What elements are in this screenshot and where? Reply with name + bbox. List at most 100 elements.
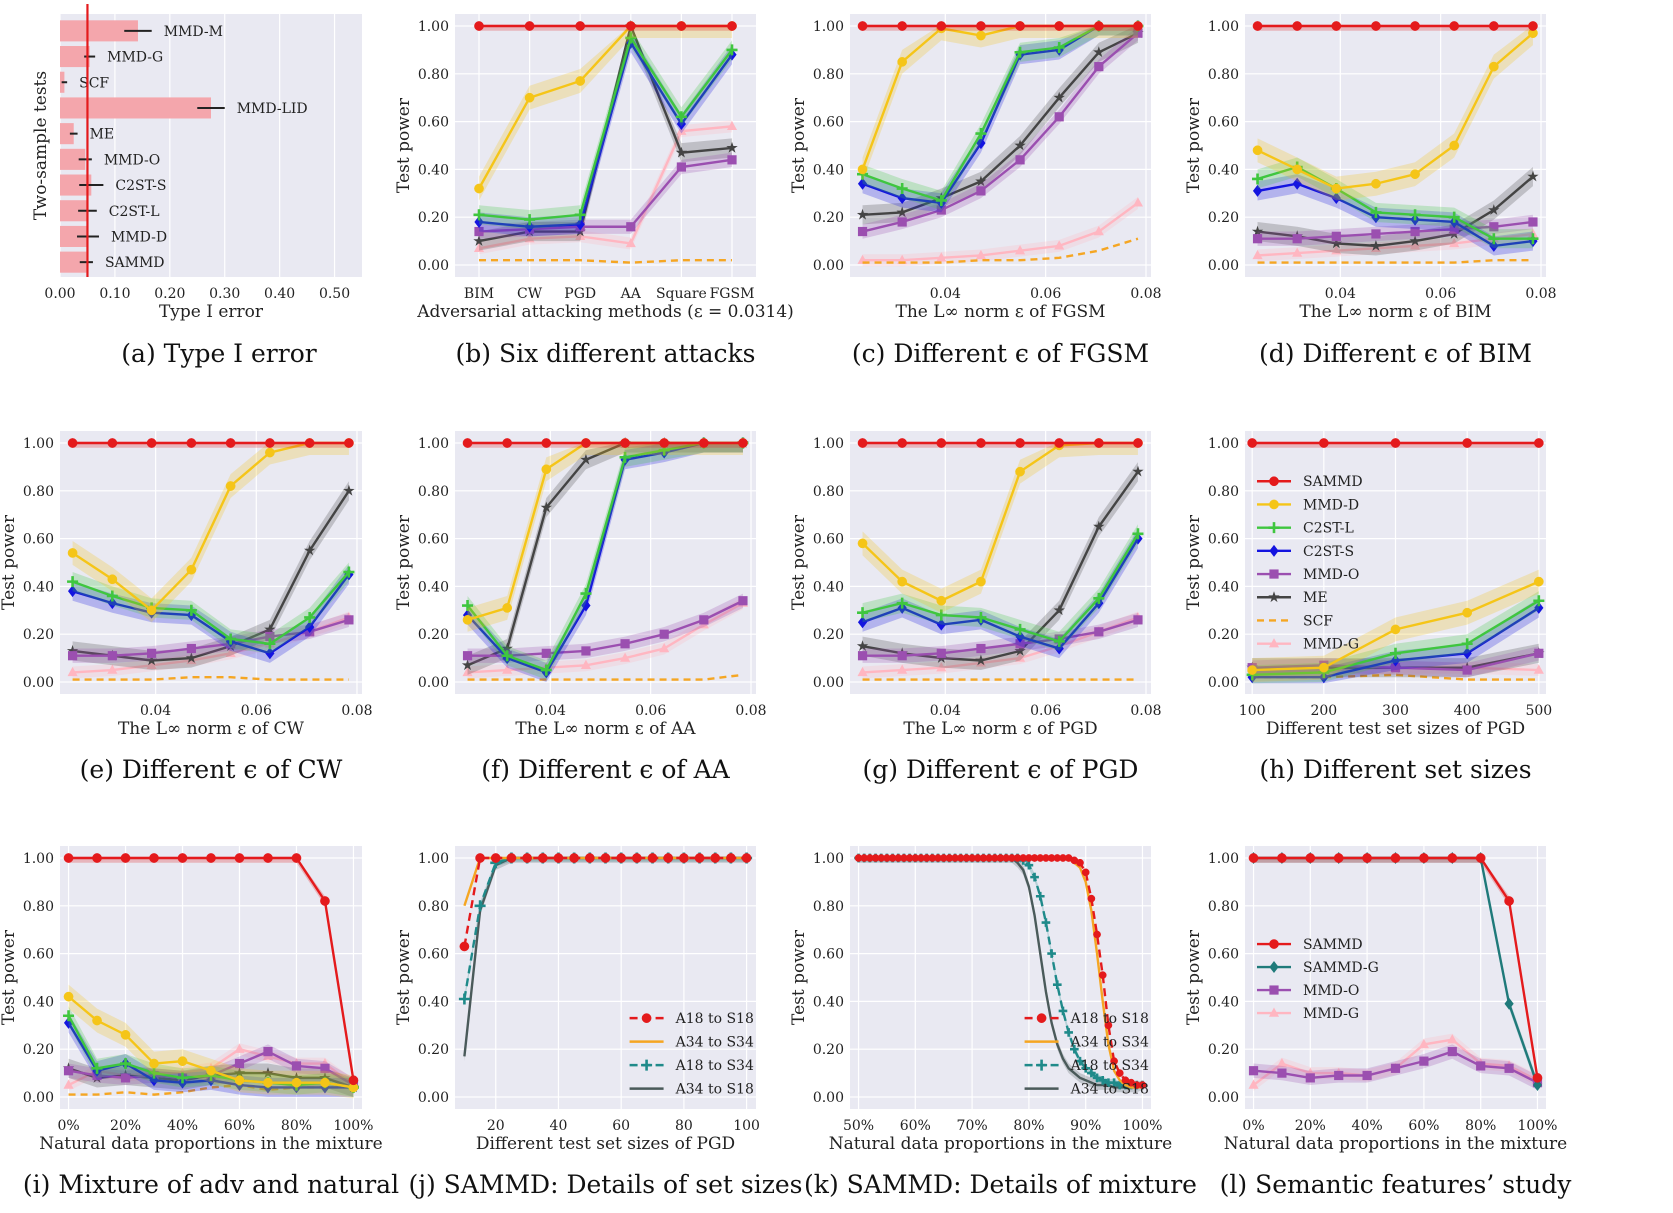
data-point <box>348 1075 359 1086</box>
series-me <box>856 24 1144 225</box>
data-point <box>1333 853 1344 863</box>
legend-label: SAMMD-G <box>1303 960 1379 976</box>
x-axis-label: The L∞ norm ε of BIM <box>1299 302 1491 322</box>
data-point <box>291 1061 302 1071</box>
data-point <box>857 607 869 619</box>
data-point <box>1410 226 1420 237</box>
data-point <box>1093 520 1105 532</box>
legend: A18 to S18 A34 to S34 A18 to S34 A34 to S18 <box>1024 1011 1149 1098</box>
x-tick-label: 0% <box>57 1118 79 1134</box>
data-point <box>92 1015 102 1026</box>
data-point <box>343 484 355 496</box>
data-point <box>1370 206 1382 218</box>
x-tick-label: 0.08 <box>735 703 766 719</box>
data-point <box>676 125 687 135</box>
data-point <box>675 111 687 123</box>
data-point <box>304 438 315 448</box>
data-point <box>580 453 592 465</box>
data-point <box>1115 1069 1124 1077</box>
confidence-band <box>1257 157 1533 249</box>
plot-area <box>850 431 1151 694</box>
legend-marker <box>1269 961 1279 974</box>
legend-marker <box>1036 1013 1047 1023</box>
y-tick-label: 0.80 <box>813 484 844 500</box>
data-point <box>1110 1057 1118 1066</box>
data-point <box>1015 466 1025 477</box>
data-point <box>344 438 354 448</box>
data-point <box>1252 21 1263 31</box>
data-point <box>575 218 585 231</box>
legend-label: A18 to S18 <box>675 1011 754 1027</box>
data-point <box>63 1010 75 1022</box>
legend-marker <box>1268 638 1280 648</box>
confidence-band <box>72 441 349 623</box>
y-tick-label: 0.40 <box>1208 994 1239 1010</box>
panel-l: 0.00 0.20 0.40 0.60 0.80 1.00 0% 20% 40% 60% 80% 10… <box>1184 846 1572 1199</box>
data-point <box>1104 1021 1113 1030</box>
data-point <box>1390 853 1401 863</box>
data-point <box>473 209 485 221</box>
x-tick-label: 20 <box>487 1118 505 1134</box>
bar-label: MMD-D <box>111 229 167 245</box>
data-point <box>264 623 276 635</box>
confidence-band <box>467 441 743 632</box>
x-tick-label: 0.04 <box>930 703 961 719</box>
data-point <box>676 118 686 130</box>
data-point <box>574 209 586 221</box>
data-point <box>304 611 316 623</box>
data-point <box>263 853 273 863</box>
data-point <box>264 638 276 650</box>
data-point <box>1534 648 1544 658</box>
data-point <box>741 853 752 863</box>
data-point <box>1371 229 1381 239</box>
data-point <box>1015 630 1025 643</box>
data-point <box>897 664 908 674</box>
series-line <box>1257 182 1534 248</box>
series-sammd <box>462 438 748 448</box>
y-tick-label: 0.40 <box>418 162 449 178</box>
data-point <box>320 1077 330 1088</box>
data-point <box>462 651 473 661</box>
confidence-band <box>862 524 1138 651</box>
y-tick-label: 0.80 <box>418 484 449 500</box>
data-point <box>146 659 157 669</box>
data-point <box>710 853 721 863</box>
series-line <box>862 237 1139 264</box>
x-axis-label: The L∞ norm ε of PGD <box>903 719 1097 739</box>
data-point <box>698 438 709 448</box>
panel-g: 0.00 0.20 0.40 0.60 0.80 1.00 0.04 0.06 0.08 The … <box>789 431 1162 784</box>
series-sammd <box>857 438 1143 448</box>
data-point <box>1252 249 1263 260</box>
series-line <box>72 573 350 655</box>
data-point <box>540 664 552 676</box>
data-point <box>1449 21 1460 31</box>
data-point <box>647 853 658 863</box>
y-tick-label: 0.20 <box>1208 210 1239 226</box>
data-point <box>857 21 868 31</box>
data-point <box>107 574 118 585</box>
data-point <box>206 1065 216 1076</box>
legend-label: C2ST-S <box>1303 544 1354 560</box>
data-point <box>569 853 579 863</box>
legend-label: A18 to S34 <box>1070 1058 1149 1074</box>
data-point <box>234 1058 245 1069</box>
data-point <box>462 615 473 625</box>
y-axis-label: Test power <box>394 97 414 193</box>
x-tick-label: 0.04 <box>930 286 961 302</box>
data-point <box>1419 853 1429 863</box>
data-point <box>575 76 586 86</box>
data-point <box>936 662 947 672</box>
data-point <box>976 576 986 587</box>
data-point <box>1504 997 1514 1010</box>
legend: SAMMD SAMMD-G MMD-O MMD-G <box>1257 937 1379 1022</box>
data-point <box>234 853 245 863</box>
y-tick-label: 0.60 <box>813 115 844 131</box>
y-axis-label: Test power <box>394 929 414 1025</box>
x-axis-label: Natural data proportions in the mixture <box>829 1134 1173 1154</box>
data-point <box>91 1062 103 1074</box>
data-point <box>265 438 275 448</box>
data-point <box>186 643 196 654</box>
panel-caption: (g) Different ϵ of PGD <box>863 755 1139 784</box>
data-point <box>263 1046 273 1057</box>
legend-label: ME <box>1303 590 1328 606</box>
